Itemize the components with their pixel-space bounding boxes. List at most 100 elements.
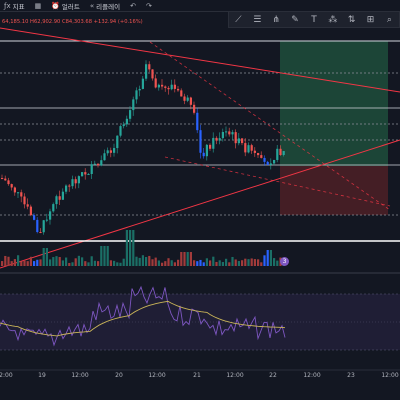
candle-body: [113, 148, 116, 153]
volume-bar: [122, 258, 125, 266]
candle-body: [138, 88, 141, 91]
volume-bar: [180, 252, 183, 266]
redo-icon: ↷: [145, 1, 152, 10]
candle-body: [215, 137, 218, 141]
candle-body: [269, 163, 272, 165]
candle-body: [164, 86, 167, 88]
stop-zone[interactable]: [280, 166, 388, 215]
candle-body: [196, 112, 199, 131]
redo-button[interactable]: ↷: [146, 2, 152, 10]
toolbar-label: 지표: [12, 2, 25, 11]
volume-bar: [161, 262, 164, 266]
volume-bar: [141, 255, 144, 266]
zoom-icon[interactable]: ⌕: [386, 14, 392, 25]
volume-bar: [273, 258, 276, 266]
candle-body: [116, 135, 119, 149]
volume-bar: [119, 262, 122, 266]
volume-bar: [103, 246, 106, 266]
volume-bar: [49, 259, 52, 266]
indicators-icon: ƒx: [4, 1, 11, 10]
candle-body: [45, 219, 48, 221]
candle-body: [209, 144, 212, 149]
measure-icon[interactable]: ⊞: [366, 14, 375, 25]
candle-body: [263, 157, 266, 162]
candle-body: [122, 124, 125, 127]
volume-bar: [26, 261, 29, 266]
volume-bar: [231, 256, 234, 266]
volume-bar: [266, 250, 269, 266]
candle-body: [141, 78, 144, 89]
ohlc-legend: 64,185.10 H62,902.90 C84,303.68 +132.94 …: [2, 19, 143, 25]
candle-body: [135, 90, 138, 100]
prediction-icon[interactable]: ⇅: [347, 14, 356, 25]
time-axis: 12:00 19 12:00 20 12:00 21 12:00 22 12:00 23 12:00: [0, 370, 400, 382]
layout-button[interactable]: ▦: [35, 2, 42, 10]
volume-bar: [148, 255, 151, 266]
undo-icon: ↶: [130, 1, 136, 10]
volume-bar: [157, 260, 160, 266]
pattern-icon[interactable]: ⁂: [328, 14, 338, 25]
volume-bar: [129, 230, 132, 266]
volume-bar: [253, 259, 256, 266]
volume-bar: [132, 230, 135, 266]
volume-bar: [205, 258, 208, 266]
candle-body: [125, 118, 128, 125]
candle-body: [180, 90, 183, 97]
volume-bar: [276, 260, 279, 266]
volume-bar: [100, 246, 103, 266]
candle-body: [253, 150, 256, 153]
volume-bar: [215, 261, 218, 266]
volume-bar: [218, 260, 221, 266]
indicators-button[interactable]: ƒx 지표: [4, 1, 25, 11]
volume-bar: [68, 262, 71, 266]
candle-body: [212, 137, 215, 149]
candle-body: [100, 160, 103, 166]
volume-bar: [77, 255, 80, 266]
alert-button[interactable]: ⏰ 얼러트: [51, 1, 80, 11]
candle-body: [119, 126, 122, 136]
volume-bar: [151, 259, 154, 266]
volume-bar: [61, 260, 64, 266]
time-axis-label: 12:00: [71, 372, 89, 379]
time-axis-label: 22: [269, 372, 277, 379]
volume-bar: [138, 257, 141, 266]
time-axis-label: 12:00: [226, 372, 244, 379]
undo-button[interactable]: ↶: [130, 2, 136, 10]
volume-bar: [39, 259, 42, 266]
candle-body: [279, 148, 282, 155]
volume-bar: [33, 261, 36, 266]
volume-bar: [71, 262, 74, 266]
candle-body: [20, 192, 23, 197]
trendline-icon[interactable]: ⟋: [235, 14, 242, 25]
volume-bar: [164, 261, 167, 266]
alert-icon: ⏰: [51, 1, 60, 10]
volume-bar: [116, 262, 119, 266]
candle-body: [276, 148, 279, 160]
volume-bar: [209, 260, 212, 266]
fib-icon[interactable]: ☰: [253, 14, 262, 25]
volume-bar: [74, 258, 77, 266]
candle-body: [231, 132, 234, 135]
volume-bar: [87, 262, 90, 266]
brush-icon[interactable]: ✎: [291, 14, 299, 25]
volume-bar: [90, 256, 93, 266]
candle-body: [7, 180, 10, 185]
candle-body: [13, 187, 16, 193]
candle-body: [61, 191, 64, 200]
candle-body: [282, 151, 285, 155]
text-icon[interactable]: T: [311, 14, 317, 25]
volume-bar: [125, 230, 128, 266]
target-zone[interactable]: [280, 41, 388, 166]
replay-button[interactable]: «리플레이: [90, 1, 120, 11]
candle-body: [36, 219, 39, 233]
candle-body: [257, 152, 260, 156]
pitchfork-icon[interactable]: ⋔: [272, 14, 280, 25]
candle-body: [177, 88, 180, 91]
volume-badge[interactable]: 3: [280, 257, 289, 266]
volume-bar: [189, 252, 192, 266]
candle-body: [170, 84, 173, 90]
volume-bar: [97, 261, 100, 266]
trend-lines[interactable]: [0, 27, 400, 269]
candle-body: [87, 174, 90, 176]
